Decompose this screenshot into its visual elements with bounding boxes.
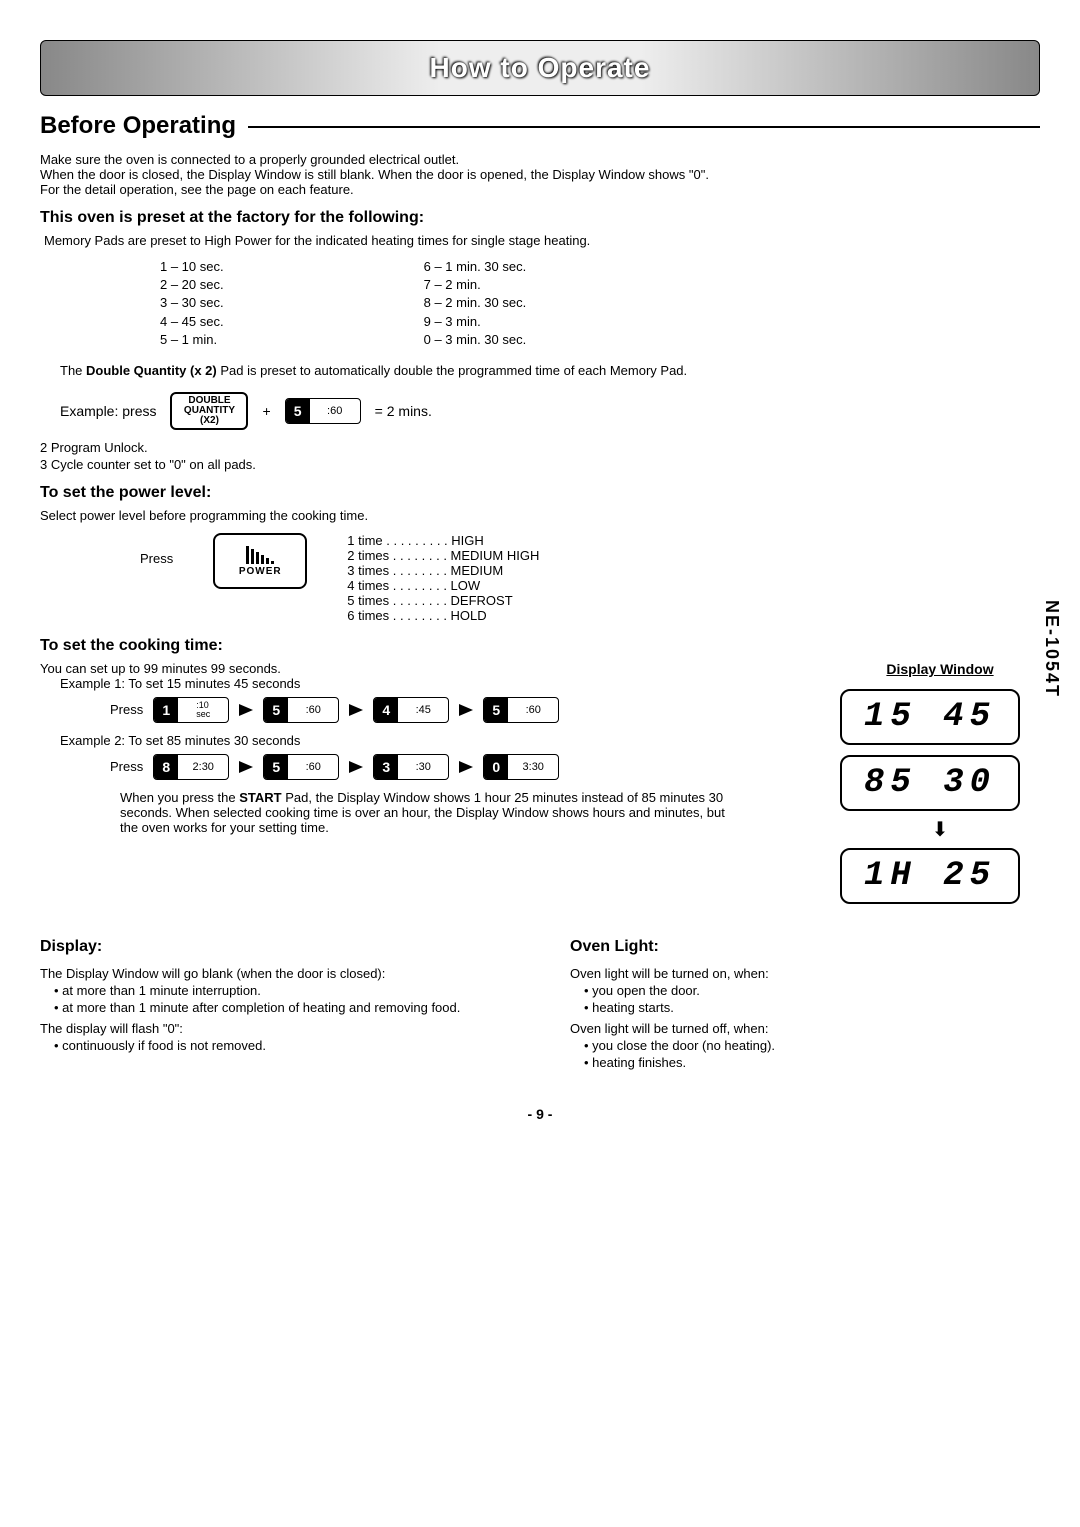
preset-item: 0 – 3 min. 30 sec. <box>424 331 527 349</box>
example1-sequence: Press 1:10sec 5:60 4:45 5:60 <box>110 697 810 723</box>
display-heading: Display: <box>40 938 510 956</box>
memory-pad[interactable]: 5:60 <box>483 697 559 723</box>
preset-col-right: 6 – 1 min. 30 sec. 7 – 2 min. 8 – 2 min.… <box>424 258 527 349</box>
power-row: Press POWER 1 time . . . . . . . . . HIG… <box>140 533 1040 623</box>
double-quantity-line: The Double Quantity (x 2) Pad is preset … <box>60 363 1040 378</box>
power-level-row: 5 times . . . . . . . . DEFROST <box>347 593 539 608</box>
before-operating-heading: Before Operating <box>40 112 236 140</box>
arrow-icon <box>459 704 473 716</box>
heading-rule <box>248 126 1040 128</box>
display-p1: The Display Window will go blank (when t… <box>40 966 510 981</box>
program-unlock-item: 2 Program Unlock. <box>40 440 1040 455</box>
press-label: Press <box>110 702 143 717</box>
memory-pad[interactable]: 1:10sec <box>153 697 229 723</box>
memory-pad-5[interactable]: 5 :60 <box>285 398 361 424</box>
dq-example-row: Example: press DOUBLE QUANTITY (X2) + 5 … <box>60 392 1040 430</box>
display-bullet: at more than 1 minute interruption. <box>54 983 510 998</box>
arrow-icon <box>349 761 363 773</box>
memory-pad[interactable]: 4:45 <box>373 697 449 723</box>
intro-line: When the door is closed, the Display Win… <box>40 167 1040 182</box>
double-quantity-pad[interactable]: DOUBLE QUANTITY (X2) <box>170 392 248 430</box>
arrow-icon <box>349 704 363 716</box>
preset-item: 1 – 10 sec. <box>160 258 224 276</box>
preset-item: 6 – 1 min. 30 sec. <box>424 258 527 276</box>
cooking-section: You can set up to 99 minutes 99 seconds.… <box>40 661 1040 914</box>
example-result: = 2 mins. <box>375 403 432 419</box>
banner-title: How to Operate <box>430 52 651 84</box>
memory-pad[interactable]: 3:30 <box>373 754 449 780</box>
preset-item: 7 – 2 min. <box>424 276 527 294</box>
arrow-icon <box>459 761 473 773</box>
power-level-row: 6 times . . . . . . . . HOLD <box>347 608 539 623</box>
display-p2: The display will flash "0": <box>40 1021 510 1036</box>
power-level-row: 2 times . . . . . . . . MEDIUM HIGH <box>347 548 539 563</box>
power-pad[interactable]: POWER <box>213 533 307 589</box>
oven-light-heading: Oven Light: <box>570 938 1040 956</box>
display-window-ex2: 85 30 <box>840 755 1020 811</box>
power-level-row: 1 time . . . . . . . . . HIGH <box>347 533 539 548</box>
cooking-time-heading: To set the cooking time: <box>40 637 1040 655</box>
light-bullet: heating finishes. <box>584 1055 1040 1070</box>
cook-intro: You can set up to 99 minutes 99 seconds. <box>40 661 810 676</box>
display-column: Display: The Display Window will go blan… <box>40 938 510 1076</box>
display-bullet: at more than 1 minute after completion o… <box>54 1000 510 1015</box>
preset-item: 3 – 30 sec. <box>160 294 224 312</box>
preset-item: 5 – 1 min. <box>160 331 224 349</box>
model-side-label: NE-1054T <box>1041 600 1062 698</box>
intro-line: For the detail operation, see the page o… <box>40 182 1040 197</box>
intro-text: Make sure the oven is connected to a pro… <box>40 152 1040 197</box>
bottom-two-columns: Display: The Display Window will go blan… <box>40 938 1040 1076</box>
cycle-counter-item: 3 Cycle counter set to "0" on all pads. <box>40 457 1040 472</box>
arrow-icon <box>239 761 253 773</box>
power-level-row: 3 times . . . . . . . . MEDIUM <box>347 563 539 578</box>
example1-label: Example 1: To set 15 minutes 45 seconds <box>60 676 810 691</box>
header-banner: How to Operate <box>40 40 1040 96</box>
start-pad-note: When you press the START Pad, the Displa… <box>120 790 740 835</box>
preset-item: 9 – 3 min. <box>424 313 527 331</box>
intro-line: Make sure the oven is connected to a pro… <box>40 152 1040 167</box>
preset-item: 4 – 45 sec. <box>160 313 224 331</box>
light-bullet: you close the door (no heating). <box>584 1038 1040 1053</box>
example-label: Example: press <box>60 403 156 419</box>
memory-pad[interactable]: 5:60 <box>263 697 339 723</box>
preset-item: 2 – 20 sec. <box>160 276 224 294</box>
memory-pad[interactable]: 82:30 <box>153 754 229 780</box>
press-label: Press <box>140 551 173 566</box>
light-bullet: you open the door. <box>584 983 1040 998</box>
down-arrow-icon: ⬇ <box>840 817 1040 842</box>
preset-item: 8 – 2 min. 30 sec. <box>424 294 527 312</box>
light-p1: Oven light will be turned on, when: <box>570 966 1040 981</box>
plus-sign: + <box>262 403 270 419</box>
memory-pad[interactable]: 5:60 <box>263 754 339 780</box>
power-note: Select power level before programming th… <box>40 508 1040 523</box>
display-bullet: continuously if food is not removed. <box>54 1038 510 1053</box>
display-window-ex1: 15 45 <box>840 689 1020 745</box>
example2-sequence: Press 82:30 5:60 3:30 03:30 <box>110 754 810 780</box>
light-p2: Oven light will be turned off, when: <box>570 1021 1040 1036</box>
light-bullet: heating starts. <box>584 1000 1040 1015</box>
oven-light-column: Oven Light: Oven light will be turned on… <box>570 938 1040 1076</box>
arrow-icon <box>239 704 253 716</box>
power-level-heading: To set the power level: <box>40 484 1040 502</box>
preset-columns: 1 – 10 sec. 2 – 20 sec. 3 – 30 sec. 4 – … <box>160 258 1040 349</box>
memory-pad[interactable]: 03:30 <box>483 754 559 780</box>
page-number: - 9 - <box>40 1106 1040 1122</box>
factory-heading: This oven is preset at the factory for t… <box>40 209 1040 227</box>
power-level-row: 4 times . . . . . . . . LOW <box>347 578 539 593</box>
preset-col-left: 1 – 10 sec. 2 – 20 sec. 3 – 30 sec. 4 – … <box>160 258 224 349</box>
power-levels-table: 1 time . . . . . . . . . HIGH 2 times . … <box>347 533 539 623</box>
power-bars-icon <box>246 544 274 564</box>
display-window-ex3: 1H 25 <box>840 848 1020 904</box>
display-window-title: Display Window <box>840 661 1040 677</box>
example2-label: Example 2: To set 85 minutes 30 seconds <box>60 733 810 748</box>
factory-note: Memory Pads are preset to High Power for… <box>44 233 1040 248</box>
press-label: Press <box>110 759 143 774</box>
